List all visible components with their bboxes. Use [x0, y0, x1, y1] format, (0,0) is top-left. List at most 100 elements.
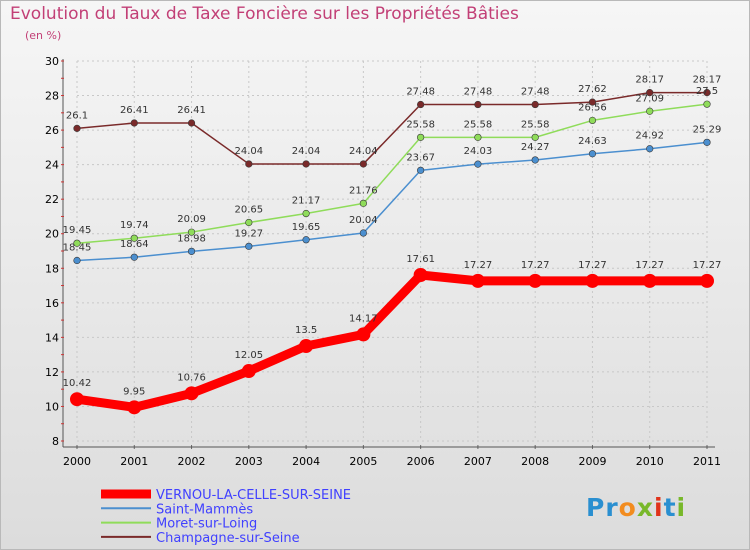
data-label-3-2004: 24.04 — [292, 146, 321, 157]
data-point-3-2011 — [703, 89, 711, 97]
data-label-2-2008: 25.58 — [521, 119, 550, 130]
y-tick-label-30: 30 — [45, 55, 59, 68]
data-point-1-2000 — [73, 256, 81, 265]
data-point-1-2008 — [531, 156, 539, 164]
data-label-1-2002: 18.98 — [177, 233, 206, 244]
data-label-3-2008: 27.48 — [521, 87, 550, 98]
data-label-3-2006: 27.48 — [406, 87, 435, 98]
data-point-2-2003 — [245, 218, 253, 227]
data-point-1-2003 — [245, 242, 253, 250]
y-tick-label-18: 18 — [45, 262, 59, 275]
data-point-1-2007 — [474, 160, 482, 168]
data-point-3-2009 — [588, 98, 597, 106]
data-point-0-2003 — [241, 364, 256, 379]
data-point-3-2007 — [474, 100, 482, 109]
data-label-2-2005: 21.76 — [349, 185, 378, 196]
data-label-3-2003: 24.04 — [234, 146, 263, 157]
series-line-0 — [72, 270, 712, 412]
data-point-3-2004 — [302, 160, 310, 168]
data-label-2-2004: 21.17 — [292, 196, 321, 207]
y-tick-label-22: 22 — [45, 193, 59, 206]
series-line-1 — [76, 141, 708, 262]
data-point-1-2002 — [187, 247, 196, 255]
y-tick-label-14: 14 — [45, 331, 59, 344]
data-label-3-2010: 28.17 — [635, 75, 664, 86]
data-label-0-2004: 13.5 — [295, 325, 317, 336]
y-tick-label-28: 28 — [45, 90, 59, 103]
data-point-2-2008 — [531, 133, 539, 141]
data-point-2-2007 — [474, 133, 482, 141]
x-tick-label-2001: 2001 — [120, 455, 148, 468]
x-tick-label-2006: 2006 — [407, 455, 435, 468]
data-label-2-2010: 27.09 — [635, 93, 664, 104]
data-label-3-2011: 28.17 — [693, 75, 722, 86]
data-label-1-2003: 19.27 — [234, 228, 263, 239]
data-point-1-2004 — [302, 236, 310, 244]
data-label-2-2011: 27.5 — [696, 86, 718, 97]
data-label-0-2007: 17.27 — [464, 260, 493, 271]
data-point-0-2010 — [642, 273, 657, 288]
data-label-2-2003: 20.65 — [234, 205, 263, 216]
data-point-2-2002 — [187, 228, 196, 236]
data-label-2-2001: 19.74 — [120, 220, 149, 231]
data-label-2-2006: 25.58 — [406, 119, 435, 130]
y-tick-label-8: 8 — [52, 435, 59, 448]
data-point-0-2011 — [700, 273, 714, 288]
legend-label-0: VERNOU-LA-CELLE-SUR-SEINE — [156, 488, 351, 503]
data-label-0-2005: 14.17 — [349, 313, 378, 324]
data-point-1-2009 — [588, 150, 597, 158]
data-label-1-2005: 20.04 — [349, 215, 378, 226]
data-label-0-2000: 10.42 — [63, 378, 92, 389]
axes: 8 10 12 14 16 18 20 22 24 26 28 30 2000 2001 2002 2003 2… — [45, 55, 721, 468]
data-point-3-2010 — [646, 89, 654, 97]
data-label-1-2004: 19.65 — [292, 222, 321, 233]
data-point-3-2005 — [359, 160, 367, 168]
data-label-2-2007: 25.58 — [464, 119, 493, 130]
data-label-0-2003: 12.05 — [234, 350, 263, 361]
data-label-0-2002: 10.76 — [177, 372, 206, 383]
data-label-1-2001: 18.64 — [120, 239, 149, 250]
data-point-0-2008 — [528, 273, 543, 288]
data-point-1-2010 — [646, 145, 654, 153]
x-tick-label-2003: 2003 — [235, 455, 263, 468]
data-label-1-2000: 18.45 — [63, 243, 92, 254]
data-label-3-2007: 27.48 — [464, 87, 493, 98]
data-label-0-2008: 17.27 — [521, 260, 550, 271]
data-label-3-2000: 26.1 — [66, 110, 88, 121]
data-point-2-2011 — [703, 100, 711, 108]
chart-title: Evolution du Taux de Taxe Foncière sur l… — [10, 4, 519, 24]
data-point-0-2009 — [585, 273, 600, 288]
data-label-1-2011: 25.29 — [693, 124, 722, 135]
x-tick-label-2004: 2004 — [292, 455, 320, 468]
data-label-1-2010: 24.92 — [635, 131, 664, 142]
y-tick-label-26: 26 — [45, 124, 59, 137]
data-label-2-2000: 19.45 — [63, 225, 92, 236]
data-label-1-2009: 24.63 — [578, 136, 607, 147]
data-point-1-2001 — [130, 253, 138, 261]
data-label-2-2009: 26.56 — [578, 102, 607, 113]
x-tick-label-2007: 2007 — [464, 455, 492, 468]
legend-label-1: Saint-Mammès — [156, 502, 253, 517]
grid — [76, 60, 708, 442]
x-tick-label-2000: 2000 — [63, 455, 91, 468]
data-point-2-2006 — [417, 133, 425, 141]
x-tick-label-2010: 2010 — [636, 455, 664, 468]
proxiti-logo[interactable]: Proxiti — [586, 493, 687, 522]
data-point-0-2004 — [299, 339, 314, 353]
data-point-1-2011 — [703, 138, 711, 146]
data-labels: 10.42 9.95 10.76 12.05 13.5 14.17 17.61 17.27 17… — [63, 75, 722, 398]
series-line-2 — [76, 103, 708, 244]
x-tick-label-2008: 2008 — [521, 455, 549, 468]
data-label-0-2006: 17.61 — [406, 254, 435, 265]
data-point-3-2000 — [73, 124, 81, 132]
data-point-3-2002 — [187, 119, 196, 127]
data-label-0-2010: 17.27 — [635, 260, 664, 271]
data-point-2-2010 — [646, 107, 654, 115]
unit-label: (en %) — [25, 29, 62, 42]
data-label-0-2001: 9.95 — [123, 386, 145, 397]
x-tick-label-2011: 2011 — [693, 455, 721, 468]
data-point-0-2006 — [413, 268, 428, 283]
series-line-3 — [76, 91, 708, 165]
data-label-3-2001: 26.41 — [120, 105, 149, 116]
x-tick-label-2005: 2005 — [349, 455, 377, 468]
